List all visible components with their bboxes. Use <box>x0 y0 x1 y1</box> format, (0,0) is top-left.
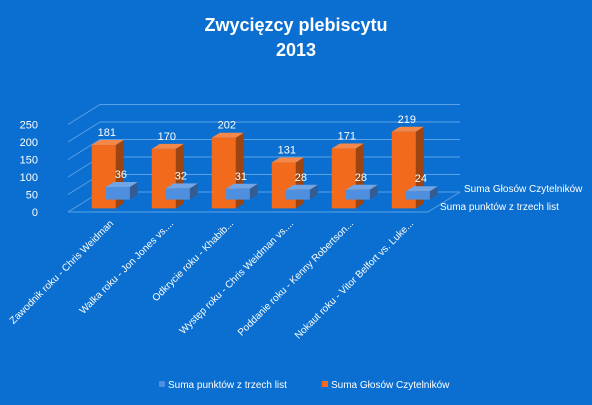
legend-label: Suma punktów z trzech list <box>168 380 287 391</box>
data-label: 31 <box>235 171 247 183</box>
gridline-diagonal <box>67 139 101 160</box>
bar-front <box>285 189 310 200</box>
bar-top <box>405 186 438 192</box>
y-tick-label: 200 <box>20 137 38 149</box>
bar-front <box>165 188 190 200</box>
bar <box>165 183 198 200</box>
floor-edge <box>427 191 461 213</box>
data-label: 181 <box>98 127 116 139</box>
data-label: 28 <box>295 172 307 184</box>
bar-front <box>225 188 250 200</box>
bar-front <box>345 189 370 200</box>
data-label: 28 <box>355 172 367 184</box>
legend-swatch <box>322 381 328 387</box>
series-depth-label: Suma punktów z trzech list <box>440 202 559 213</box>
bar-top <box>285 184 318 190</box>
bar-top <box>91 140 124 146</box>
bar-side <box>249 183 258 200</box>
data-label: 32 <box>175 170 187 182</box>
bar-top <box>391 126 424 132</box>
gridline-diagonal <box>67 104 101 125</box>
bar-top <box>225 183 258 189</box>
data-label: 170 <box>158 131 176 143</box>
bar-side <box>369 184 378 200</box>
data-label: 171 <box>338 131 356 143</box>
bar-side <box>129 182 138 200</box>
bar-top <box>151 143 184 149</box>
bar-top <box>345 184 378 190</box>
legend-label: Suma Głosów Czytelników <box>331 380 450 391</box>
bar-top <box>105 182 138 187</box>
y-tick-label: 100 <box>20 172 38 184</box>
bar-top <box>271 157 304 163</box>
series-depth-label: Suma Głosów Czytelników <box>464 184 583 195</box>
y-tick-label: 50 <box>26 190 38 202</box>
bar-top <box>211 132 244 138</box>
bar-top <box>165 183 198 189</box>
bar <box>331 143 364 209</box>
bar-side <box>309 184 318 200</box>
bar-front <box>105 187 130 200</box>
bar <box>105 182 138 200</box>
data-label: 219 <box>398 114 416 126</box>
chart-subtitle: 2013 <box>276 40 316 60</box>
bar <box>345 184 378 200</box>
y-tick-label: 150 <box>20 155 38 167</box>
data-label: 131 <box>278 145 296 157</box>
legend: Suma punktów z trzech list Suma Głosów Cz… <box>159 380 450 391</box>
data-label: 36 <box>115 169 127 181</box>
y-tick-label: 0 <box>32 207 38 219</box>
bar <box>285 184 318 200</box>
bar-front <box>271 162 296 209</box>
bar <box>405 186 438 200</box>
bar-front <box>405 191 430 200</box>
legend-swatch <box>159 381 165 387</box>
data-label: 202 <box>218 120 236 132</box>
legend-item: Suma Głosów Czytelników <box>322 380 450 391</box>
data-label: 24 <box>415 173 427 185</box>
bar <box>225 183 258 200</box>
gridline-diagonal <box>67 121 101 143</box>
legend-item: Suma punktów z trzech list <box>159 380 287 391</box>
chart-title: Zwycięzcy plebiscytu <box>204 15 387 35</box>
bars <box>91 126 438 209</box>
bar-side <box>429 186 438 200</box>
y-tick-label: 250 <box>20 120 38 132</box>
bar-top <box>331 143 364 149</box>
bar-side <box>189 183 198 200</box>
